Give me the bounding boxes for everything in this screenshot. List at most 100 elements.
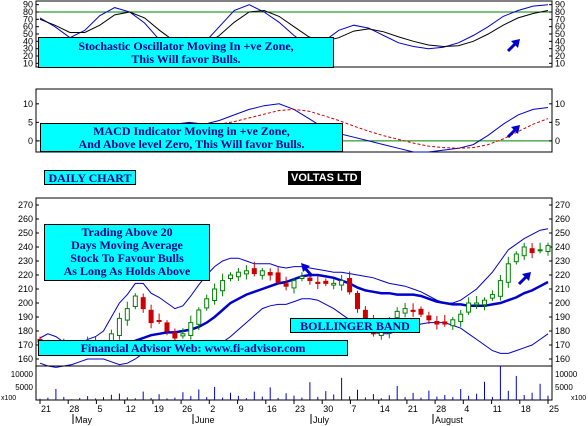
candle (283, 283, 289, 287)
price-tick-label: 160 (18, 354, 33, 364)
arrows (301, 39, 531, 286)
candle (339, 280, 345, 286)
stochastic-tick-label: 20 (23, 51, 33, 61)
stochastic-arrowhead-icon (511, 39, 520, 48)
candle (402, 308, 408, 314)
moving-average-annotation: Trading Above 20 Days Moving Average Sto… (44, 224, 210, 281)
candle (466, 302, 472, 313)
x-tick-label: 4 (464, 404, 469, 414)
price-tick-label: 170 (18, 340, 33, 350)
candle (505, 263, 511, 283)
candle (394, 310, 400, 319)
macd-tick-label: 0 (555, 136, 560, 146)
price-tick-label: 180 (555, 326, 570, 336)
x-tick-label: 23 (295, 404, 305, 414)
ma-annotation-line-4: As Long As Holds Above (63, 264, 191, 278)
chart-title: VOLTAS LTD (288, 171, 361, 185)
price-tick-label: 210 (555, 284, 570, 294)
price-tick-label: 260 (555, 214, 570, 224)
candle (148, 309, 154, 324)
x-tick-label: 21 (408, 404, 418, 414)
candle (140, 297, 146, 310)
advisor-web-banner: Financial Advisor Web: www.fi-advisor.co… (38, 340, 348, 356)
candle (497, 280, 503, 297)
candle (537, 249, 543, 252)
stochastic-annotation: Stochastic Oscillator Moving In +ve Zone… (38, 37, 334, 68)
stochastic-tick-label: 50 (23, 29, 33, 39)
ma-annotation-line-1: Trading Above 20 (81, 225, 173, 239)
candle (275, 272, 281, 283)
band-arrowhead-icon (301, 263, 310, 272)
x-tick-label: 18 (521, 404, 531, 414)
price-tick-label: 240 (555, 242, 570, 252)
candle (482, 299, 487, 306)
candle (355, 293, 360, 310)
candle (124, 308, 130, 321)
price-tick-label: 250 (18, 228, 33, 238)
candle (299, 275, 305, 279)
price-tick-label: 200 (555, 298, 570, 308)
candle (212, 288, 218, 301)
candle (132, 295, 138, 307)
price-tick-label: 170 (555, 340, 570, 350)
x-tick-label: 12 (126, 404, 136, 414)
stochastic-tick-label: 30 (555, 44, 565, 54)
candle (172, 332, 178, 339)
stochastic-tick-label: 80 (555, 7, 565, 17)
stochastic-d-line (39, 9, 549, 48)
x-tick-label: 16 (267, 404, 277, 414)
candle (267, 272, 273, 276)
macd-tick-label: 10 (555, 99, 565, 109)
stochastic-tick-label: 60 (555, 22, 565, 32)
daily-chart-label: DAILY CHART (44, 170, 136, 185)
candle (458, 313, 464, 323)
macd-annotation-line-2: And Above level Zero, This Will favor Bu… (78, 137, 305, 151)
stochastic-tick-label: 90 (555, 0, 565, 10)
stochastic-annotation-line-1: Stochastic Oscillator Moving In +ve Zone… (78, 39, 294, 53)
candle (259, 270, 265, 276)
candle (323, 280, 329, 284)
candle (347, 278, 353, 293)
price-tick-label: 160 (555, 354, 570, 364)
x-tick-label: 30 (323, 404, 333, 414)
candle (251, 268, 257, 275)
price-arrowhead-icon (522, 272, 531, 281)
stochastic-tick-label: 80 (23, 7, 33, 17)
candle (331, 282, 337, 286)
candle (418, 308, 424, 315)
candle (521, 246, 527, 257)
candle (188, 322, 194, 337)
macd-annotation: MACD Indicator Moving in +ve Zone, And A… (40, 123, 343, 152)
macd-tick-label: 5 (28, 117, 33, 127)
ma-annotation-line-2: Days Moving Average (71, 238, 183, 252)
candle (442, 321, 448, 325)
stochastic-tick-label: 70 (23, 14, 33, 24)
stochastic-tick-label: 10 (555, 58, 565, 68)
x-tick-label: 9 (239, 404, 244, 414)
ma-annotation-line-3: Stock To Favour Bulls (70, 251, 184, 265)
bollinger-lower-band (39, 298, 549, 368)
stochastic-annotation-line-2: This Will favor Bulls. (131, 52, 241, 66)
price-tick-label: 270 (18, 200, 33, 210)
candle (545, 245, 551, 253)
stochastic-tick-label: 20 (555, 51, 565, 61)
price-tick-label: 180 (18, 326, 33, 336)
price-tick-label: 210 (18, 284, 33, 294)
macd-tick-label: 0 (28, 136, 33, 146)
volume-tick-label: 5000 (15, 383, 33, 392)
macd-arrowhead-icon (511, 125, 520, 134)
candle (450, 319, 456, 327)
stochastic-k-line (39, 4, 549, 51)
candle (529, 248, 535, 254)
price-tick-label: 190 (18, 312, 33, 322)
price-tick-label: 200 (18, 298, 33, 308)
x-tick-label: 14 (380, 404, 390, 414)
x-tick-label: 28 (436, 404, 446, 414)
volume-panel: 10000 10000 5000 5000 x100 x100 (1, 365, 586, 402)
macd-annotation-line-1: MACD Indicator Moving in +ve Zone, (93, 124, 290, 138)
x-tick-label: 2 (210, 404, 215, 414)
candle (291, 280, 297, 289)
bollinger-band-label: BOLLINGER BAND (290, 318, 420, 333)
x-tick-label: 25 (549, 404, 559, 414)
